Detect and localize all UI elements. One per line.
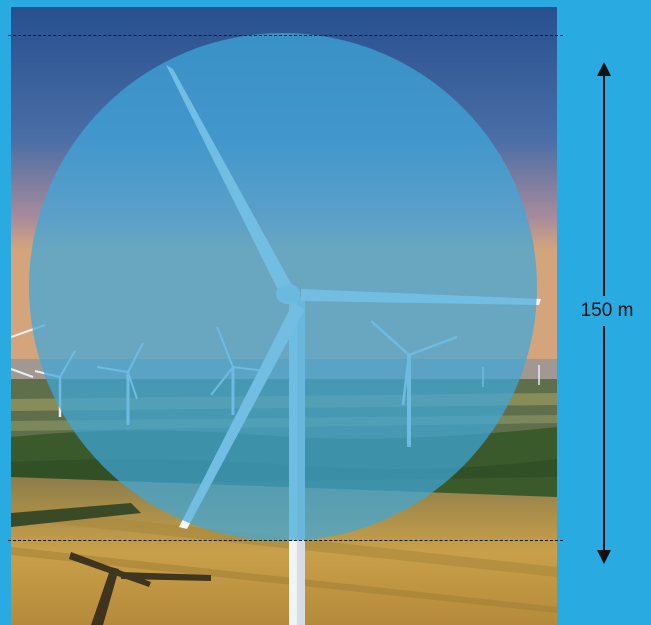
rotor-swept-area [29,33,537,541]
bottom-guide-line [8,540,563,541]
arrow-up-icon [597,62,611,76]
top-guide-line [8,35,563,36]
height-label: 150 m [571,296,643,326]
wind-farm-photo [11,7,557,625]
foreground-field [11,477,557,625]
arrow-down-icon [597,550,611,564]
turbine-shadow [69,552,211,625]
